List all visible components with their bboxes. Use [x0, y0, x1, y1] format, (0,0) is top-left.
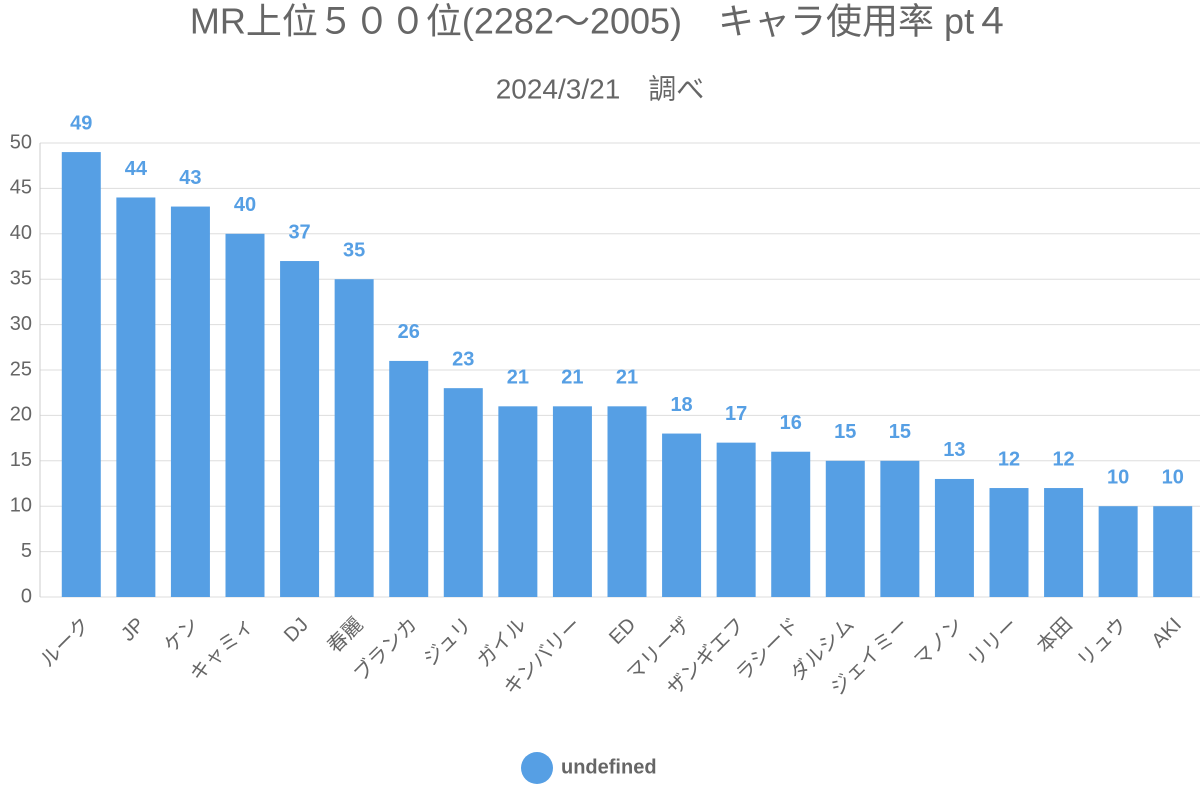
- bar: [170, 206, 210, 597]
- bar: [825, 460, 865, 597]
- data-label: 26: [398, 321, 420, 343]
- x-tick-label: ジュリ: [420, 614, 477, 671]
- data-label: 17: [725, 403, 747, 425]
- data-label: 10: [1107, 466, 1129, 488]
- data-label: 21: [561, 367, 583, 389]
- y-tick-label: 20: [10, 404, 32, 426]
- y-tick-label: 50: [10, 131, 32, 153]
- y-tick-label: 5: [21, 540, 32, 562]
- data-label: 49: [70, 112, 92, 134]
- legend-marker: [521, 752, 553, 784]
- bar: [61, 152, 101, 597]
- bar: [225, 233, 265, 598]
- bar: [116, 197, 156, 598]
- data-label: 18: [670, 394, 692, 416]
- y-tick-label: 0: [21, 585, 32, 607]
- bar: [1153, 506, 1193, 597]
- data-label: 10: [1162, 466, 1184, 488]
- x-tick-label: リリー: [964, 614, 1022, 672]
- x-tick-label: ED: [605, 614, 640, 649]
- bar: [498, 406, 538, 597]
- bar: [771, 451, 811, 597]
- x-tick-label: JP: [117, 614, 149, 646]
- bar: [607, 406, 647, 597]
- chart-title: MR上位５００位(2282～2005) キャラ使用率 pt４: [190, 1, 1010, 42]
- bar: [1044, 488, 1084, 597]
- bar: [934, 478, 974, 597]
- data-label: 40: [234, 194, 256, 216]
- bar: [662, 433, 702, 597]
- data-label: 15: [889, 421, 911, 443]
- x-tick-label: DJ: [280, 614, 313, 647]
- data-label: 13: [943, 439, 965, 461]
- x-tick-label: 春麗: [323, 613, 368, 658]
- bar: [334, 279, 374, 597]
- data-label: 44: [125, 158, 148, 180]
- x-tick-label: リュウ: [1073, 614, 1131, 672]
- data-label: 12: [1052, 448, 1074, 470]
- y-tick-label: 10: [10, 494, 32, 516]
- x-tick-label: AKI: [1148, 614, 1186, 652]
- x-tick-label: 本田: [1032, 613, 1077, 658]
- data-label: 43: [179, 167, 201, 189]
- x-tick-label: ケン: [160, 614, 203, 657]
- data-label: 16: [780, 412, 802, 434]
- legend-label: undefined: [561, 756, 657, 778]
- data-label: 21: [616, 367, 638, 389]
- bar: [1098, 506, 1138, 597]
- y-tick-label: 15: [10, 449, 32, 471]
- bar: [280, 261, 320, 597]
- y-tick-label: 45: [10, 177, 32, 199]
- data-label: 15: [834, 421, 856, 443]
- bar: [443, 388, 483, 597]
- x-tick-label: マノン: [910, 614, 968, 672]
- data-label: 12: [998, 448, 1020, 470]
- y-tick-label: 35: [10, 267, 32, 289]
- bar: [716, 442, 756, 597]
- chart-subtitle: 2024/3/21 調べ: [496, 73, 705, 104]
- x-tick-label: ルーク: [36, 613, 95, 672]
- data-label: 35: [343, 239, 365, 261]
- bar: [989, 488, 1029, 597]
- y-tick-label: 25: [10, 358, 32, 380]
- y-tick-label: 30: [10, 313, 32, 335]
- data-label: 23: [452, 348, 474, 370]
- data-label: 21: [507, 367, 529, 389]
- bar: [552, 406, 592, 597]
- y-tick-label: 40: [10, 222, 32, 244]
- data-label: 37: [288, 221, 310, 243]
- bar: [389, 360, 429, 597]
- bar: [880, 460, 920, 597]
